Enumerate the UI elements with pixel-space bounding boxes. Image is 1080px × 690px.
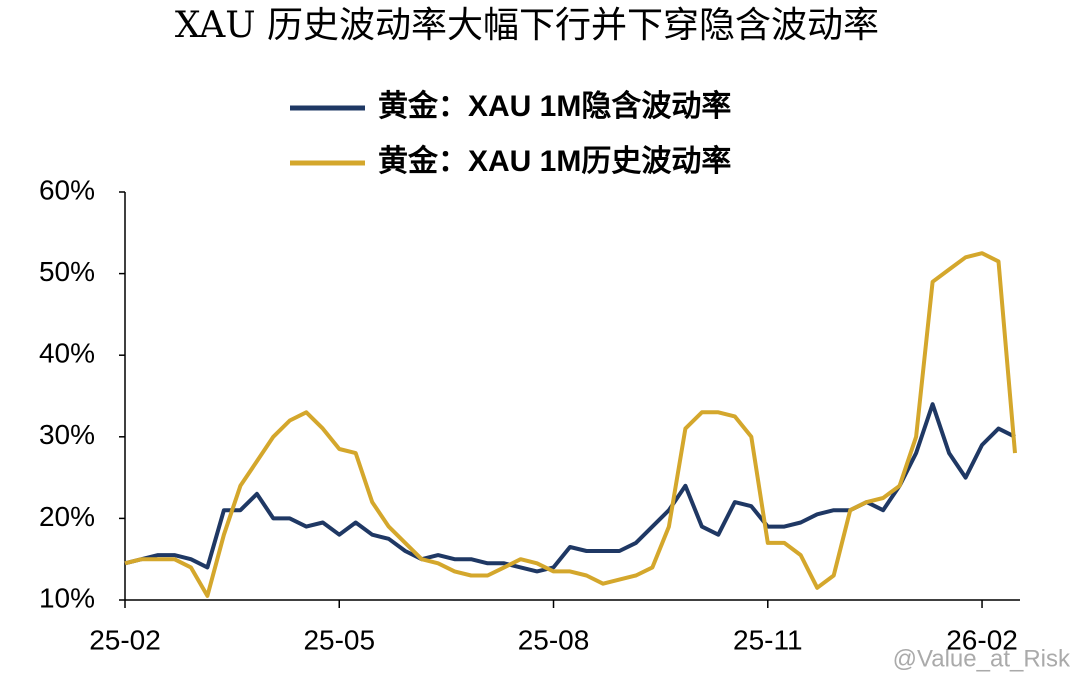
y-tick-label: 30% xyxy=(39,419,95,450)
y-tick-label: 40% xyxy=(39,338,95,369)
series-line xyxy=(124,402,1016,574)
x-tick-label: 26-02 xyxy=(946,624,1018,655)
x-tick-label: 25-08 xyxy=(518,624,590,655)
y-tick-label: 60% xyxy=(39,174,95,205)
legend-label: 黄金：XAU 1M隐含波动率 xyxy=(378,89,731,123)
y-tick-label: 10% xyxy=(39,582,95,613)
y-tick-label: 50% xyxy=(39,256,95,287)
legend-label: 黄金：XAU 1M历史波动率 xyxy=(378,144,731,178)
chart-title: XAU 历史波动率大幅下行并下穿隐含波动率 xyxy=(175,5,879,46)
x-tick-label: 25-11 xyxy=(733,624,803,655)
y-tick-label: 20% xyxy=(39,501,95,532)
x-tick-label: 25-02 xyxy=(89,624,161,655)
series-line xyxy=(124,251,1017,598)
x-tick-label: 25-05 xyxy=(303,624,375,655)
watermark: @Value_at_Risk xyxy=(893,645,1071,672)
